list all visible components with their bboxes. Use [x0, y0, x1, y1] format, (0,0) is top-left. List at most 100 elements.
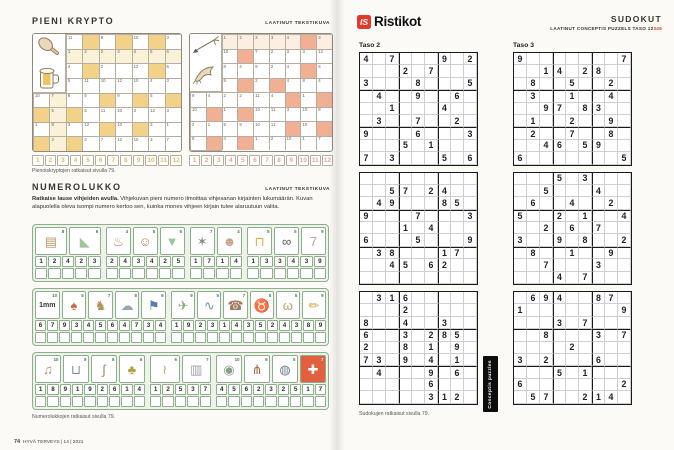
- sudoku-cell: [553, 391, 566, 404]
- sudoku-cell: 3: [399, 329, 412, 342]
- sudoku-credit-levels: 345: [653, 26, 662, 31]
- sudoku-cell: 6: [527, 197, 540, 210]
- number-cell: 3: [260, 256, 273, 267]
- sudoku-cell: [527, 209, 540, 223]
- sudoku-cell: [438, 172, 451, 185]
- krypto-answer-cell: 3: [213, 155, 225, 166]
- number-cell: 5: [255, 320, 267, 331]
- krypto-cell-number: 2: [223, 92, 226, 98]
- sudoku-cell: [579, 259, 592, 272]
- letter-count: 7: [107, 292, 111, 298]
- sudoku-cell: 7: [566, 127, 579, 140]
- sudoku-cell: 2: [605, 197, 618, 210]
- krypto-cell: 1: [221, 106, 238, 121]
- krypto-cell: 2: [253, 77, 269, 92]
- sudoku-cell: [527, 304, 540, 317]
- sudoku-cell: [553, 304, 566, 317]
- krypto-cell: [237, 135, 254, 150]
- krypto-cell: 2: [98, 63, 116, 78]
- is-logo-icon: IS: [357, 14, 371, 29]
- sudoku-cell: 2: [425, 184, 438, 198]
- sudoku-cell: [566, 316, 579, 330]
- sudoku-cell: 6: [464, 152, 477, 165]
- sudoku-cell: [527, 222, 540, 235]
- krypto-cell-number: 9: [239, 121, 242, 127]
- numerolukko-group: ✈ 9 ∿ 5 ☎ 7 ♉ 5 ω 5 ✏ 9 1 9 2 3 1 4 3 5 2 4 3 8 9: [171, 291, 327, 343]
- sudoku-cell: [605, 209, 618, 223]
- sudoku-cell: [451, 234, 464, 247]
- sudoku-cell: 1: [399, 222, 412, 235]
- krypto-cell: 9: [98, 34, 116, 49]
- krypto-cell-number: 10: [133, 136, 139, 142]
- sudoku-cell: 2: [451, 391, 464, 404]
- krypto-cell: 9: [115, 92, 132, 108]
- sudoku-cell: 4: [399, 316, 412, 330]
- table-icon: ⊓: [254, 233, 265, 249]
- numerolukko-row-1: ▤ 8 ◣ 6 1 2 4 2 3 ♨ 4 ☺ 5 ▼ 5 2 4 3 4 2 5 ✶ 7 ☻ 4 1 7 1 4 ⊓ 5 ∞ 5 7 9 1 3 3 4 3…: [32, 224, 329, 282]
- picture-row: ⊓ 5 ∞ 5 7 9: [247, 227, 327, 255]
- sudoku-cell: [399, 271, 412, 285]
- sudoku-cell: 9: [464, 234, 477, 247]
- sudoku-cell: [579, 77, 592, 91]
- krypto-cell-number: 2: [255, 78, 258, 83]
- sudoku-cell: [566, 102, 579, 115]
- krypto-cell-number: 10: [286, 136, 292, 141]
- answer-cell: [247, 268, 260, 279]
- krypto-cell-number: 11: [84, 78, 89, 84]
- sudoku-cell: [566, 366, 579, 379]
- krypto-cell: 6: [164, 63, 181, 78]
- sudoku-cell: [464, 378, 477, 392]
- sudoku-cell: [553, 127, 566, 140]
- bull-icon: ♉: [253, 297, 270, 313]
- krypto-cell: 3: [284, 106, 301, 121]
- conceptis-badge: Conceptis puzzles: [483, 356, 498, 412]
- sudoku-cell: [540, 271, 553, 285]
- krypto-cell-number: 10: [133, 78, 139, 84]
- sudoku-cell: [540, 316, 553, 330]
- sudoku-cell: [425, 271, 438, 285]
- sudoku-cell: 8: [438, 329, 451, 342]
- answer-cell: [61, 268, 75, 279]
- numerolukko-header: NUMEROLUKKO LAATINUT TEKSTIKUVA: [32, 182, 330, 192]
- sudoku-cell: [425, 152, 438, 165]
- letter-count: 4: [125, 228, 129, 234]
- picture-row: ✈ 9 ∿ 5 ☎ 7 ♉ 5 ω 5 ✏ 9: [171, 291, 327, 319]
- red-cross-icon: ✚: [307, 361, 319, 377]
- sudoku-cell: 2: [618, 378, 631, 392]
- sudoku-cell: 5: [386, 184, 399, 198]
- sudoku-cell: [399, 172, 412, 185]
- sudoku-cell: 1: [527, 114, 540, 128]
- sudoku-cell: 8: [527, 77, 540, 91]
- sudoku-cell: 9: [605, 114, 618, 128]
- krypto-cell: 12: [148, 107, 165, 122]
- sudoku-cell: 4: [425, 353, 438, 367]
- krypto-cell: [300, 34, 317, 49]
- sudoku-cell: [566, 65, 579, 78]
- sudoku-cell: [527, 316, 540, 330]
- sudoku-cell: [386, 353, 399, 367]
- sudoku-cell: [360, 259, 373, 272]
- bicycle-icon: ∞: [281, 233, 292, 249]
- bird-icon: [191, 61, 219, 92]
- sudoku-cell: [579, 378, 592, 392]
- krypto-cell-number: 3: [166, 34, 169, 40]
- krypto-answer-cell: 2: [44, 155, 57, 166]
- answer-cell: [314, 396, 326, 407]
- sudoku-cell: 6: [451, 90, 464, 103]
- sudoku-cell: 5: [553, 172, 566, 185]
- answer-cell: [35, 268, 48, 279]
- sudoku-cell: 5: [514, 209, 527, 223]
- sudoku-cell: 2: [399, 65, 412, 78]
- letter-count: 9: [190, 292, 193, 298]
- monkey-icon: ☺: [138, 233, 152, 249]
- krypto-cell-number: 4: [207, 92, 211, 98]
- sudoku-cell: 6: [553, 139, 566, 153]
- sudoku-cell: [412, 53, 425, 66]
- sudoku-cell: [438, 222, 451, 235]
- krypto-caption: Pienoiskryptojen ratkaisut sivulla 79.: [32, 168, 116, 174]
- sudoku-cell: [566, 172, 579, 185]
- answer-cell: [279, 332, 291, 343]
- sudoku-cell: 4: [605, 391, 618, 404]
- sudoku-cell: 1: [438, 391, 451, 404]
